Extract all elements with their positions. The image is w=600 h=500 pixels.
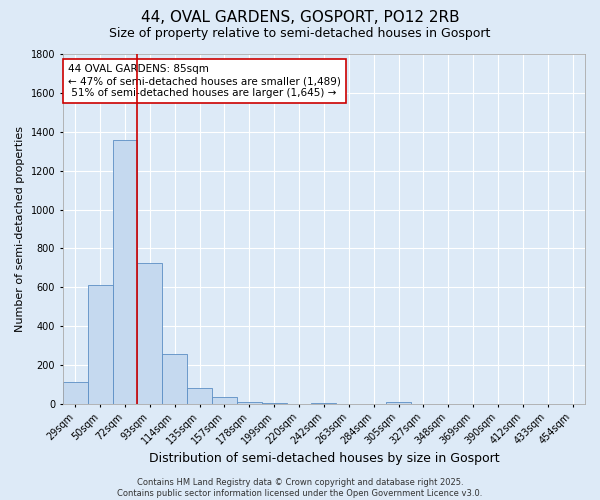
X-axis label: Distribution of semi-detached houses by size in Gosport: Distribution of semi-detached houses by … (149, 452, 499, 465)
Bar (237, 402, 262, 404)
Bar (63, 382, 88, 404)
Bar (162, 354, 187, 404)
Text: 44, OVAL GARDENS, GOSPORT, PO12 2RB: 44, OVAL GARDENS, GOSPORT, PO12 2RB (140, 10, 460, 25)
Text: Size of property relative to semi-detached houses in Gosport: Size of property relative to semi-detach… (109, 28, 491, 40)
Text: 44 OVAL GARDENS: 85sqm
← 47% of semi-detached houses are smaller (1,489)
 51% of: 44 OVAL GARDENS: 85sqm ← 47% of semi-det… (68, 64, 341, 98)
Bar (113, 140, 137, 404)
Y-axis label: Number of semi-detached properties: Number of semi-detached properties (15, 126, 25, 332)
Text: Contains HM Land Registry data © Crown copyright and database right 2025.
Contai: Contains HM Land Registry data © Crown c… (118, 478, 482, 498)
Bar (212, 397, 237, 404)
Bar (137, 263, 162, 404)
Bar (386, 402, 411, 404)
Bar (88, 286, 113, 404)
Bar (187, 388, 212, 404)
Bar (311, 403, 337, 404)
Bar (262, 403, 287, 404)
